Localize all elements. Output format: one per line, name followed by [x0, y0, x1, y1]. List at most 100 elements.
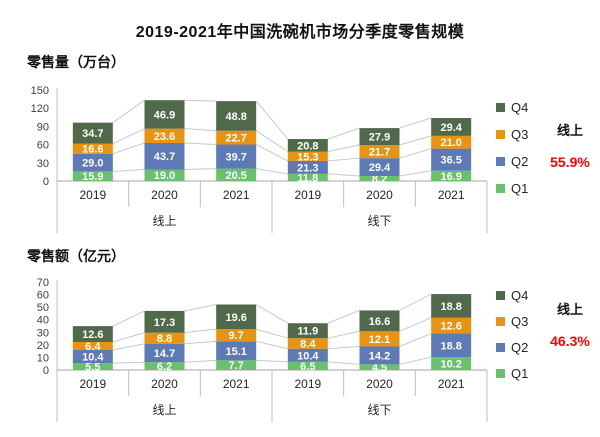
- bar-segment-q4: [216, 304, 257, 330]
- bar-value-label: 11.9: [297, 326, 318, 338]
- bar-value-label: 22.7: [225, 133, 246, 145]
- legend-item-q1: Q1: [496, 175, 528, 202]
- bar-value-label: 20.8: [297, 140, 318, 152]
- bar-segment-q3: [216, 130, 257, 145]
- year-label: 2021: [223, 188, 250, 202]
- bar-value-label: 16.6: [82, 144, 103, 156]
- connector-line: [184, 142, 217, 145]
- bar-value-label: 15.3: [297, 151, 318, 163]
- connector-line: [112, 99, 145, 124]
- volume-chart-svg: 150 120 90 60 30 0 15.929.0 16.6 34.7 19.0 43.7 23.…: [31, 85, 488, 233]
- bar-segment-q4: [431, 294, 472, 318]
- bar-value-label: 10.2: [440, 359, 461, 371]
- bar-value-label: 5.5: [85, 362, 100, 374]
- bar-segment-q1: [144, 169, 185, 181]
- y-tick-label: 30: [37, 158, 49, 170]
- bar-value-label: 21.0: [440, 137, 461, 149]
- connector-line: [184, 168, 217, 170]
- year-label: 2019: [294, 377, 321, 391]
- connector-line: [256, 359, 288, 363]
- y-tick-label: 90: [37, 121, 49, 133]
- bar-segment-q4: [287, 139, 328, 152]
- y-tick-label: 0: [43, 365, 49, 377]
- year-label: 2019: [294, 188, 321, 202]
- bar-segment-q2: [287, 160, 328, 174]
- q1-swatch-icon: [496, 184, 505, 193]
- bar-segment-q4: [72, 122, 113, 144]
- bar-segment-q3: [144, 128, 185, 143]
- bar-value-label: 11.8: [297, 172, 318, 184]
- bar-value-label: 14.2: [369, 350, 390, 362]
- y-tick-label: 10: [37, 352, 49, 364]
- bar-segment-q3: [431, 317, 472, 334]
- bar-segment-q4: [359, 310, 400, 332]
- bar-segment-q2: [359, 346, 400, 365]
- q3-swatch-icon: [496, 130, 505, 139]
- bar-value-label: 20.5: [225, 170, 246, 182]
- value-annotation: 线上 46.3%: [540, 299, 600, 349]
- bar-value-label: 43.7: [154, 151, 175, 163]
- bar-value-label: 8.4: [300, 338, 316, 350]
- bar-value-label: 14.7: [154, 348, 175, 360]
- bar-value-label: 34.7: [82, 128, 103, 140]
- legend-label: Q4: [511, 100, 529, 115]
- bar-value-label: 27.9: [369, 132, 390, 144]
- bar-value-label: 12.6: [440, 321, 461, 333]
- year-label: 2021: [223, 377, 250, 391]
- bar-value-label: 16.9: [440, 171, 461, 183]
- legend-label: Q1: [511, 365, 529, 381]
- bar-segment-q1: [72, 363, 113, 370]
- connector-line: [112, 361, 145, 364]
- bar-value-label: 15.9: [82, 171, 103, 183]
- connector-line: [327, 127, 360, 140]
- bar-value-label: 8.8: [157, 333, 172, 345]
- annotation-percent-value: 46.3%: [550, 333, 590, 349]
- bar-segment-q2: [144, 142, 185, 170]
- channel-group-label: 线上: [152, 214, 176, 228]
- connector-line: [112, 343, 145, 351]
- q4-swatch-icon: [496, 103, 505, 112]
- volume-annotation: 线上 55.9%: [540, 120, 600, 170]
- bar-segment-q1: [359, 176, 400, 181]
- bar-value-label: 6.4: [85, 341, 101, 353]
- bar-value-label: 7.7: [229, 360, 244, 372]
- connector-line: [255, 304, 289, 324]
- y-tick-label: 0: [43, 176, 49, 188]
- year-label: 2021: [438, 188, 465, 202]
- annotation-percent-value: 55.9%: [550, 154, 590, 170]
- connector-line: [184, 128, 217, 132]
- connector-line: [327, 361, 360, 365]
- connector-line: [399, 135, 432, 146]
- connector-line: [327, 173, 360, 177]
- y-tick-label: 30: [37, 327, 49, 339]
- bar-segment-q4: [144, 100, 185, 129]
- year-label: 2020: [151, 188, 178, 202]
- connector-line: [399, 170, 432, 177]
- bar-value-label: 29.0: [82, 158, 103, 170]
- connector-line: [256, 328, 288, 339]
- bar-value-label: 16.6: [369, 316, 390, 328]
- bar-value-label: 19.0: [154, 170, 175, 182]
- bar-value-label: 10.4: [297, 350, 319, 362]
- bar-value-label: 23.6: [154, 131, 175, 143]
- connector-line: [327, 144, 360, 153]
- bar-segment-q1: [287, 361, 328, 370]
- connector-line: [399, 148, 432, 159]
- legend-item-q4: Q4: [496, 94, 528, 121]
- bar-segment-q3: [216, 329, 257, 342]
- bar-segment-q1: [287, 173, 328, 181]
- y-tick-label: 20: [37, 340, 49, 352]
- bar-segment-q3: [72, 143, 113, 154]
- connector-line: [399, 293, 432, 311]
- value-legend: Q4 Q3 Q2 Q1: [496, 282, 528, 386]
- channel-group-label: 线下: [367, 214, 391, 228]
- connector-line: [112, 168, 145, 172]
- bar-segment-q2: [287, 348, 328, 362]
- legend-item-q2: Q2: [496, 334, 528, 360]
- year-label: 2020: [151, 377, 178, 391]
- connector-line: [255, 100, 289, 140]
- bar-value-label: 10.4: [82, 352, 104, 364]
- y-tick-label: 150: [31, 85, 49, 97]
- year-label: 2020: [366, 188, 393, 202]
